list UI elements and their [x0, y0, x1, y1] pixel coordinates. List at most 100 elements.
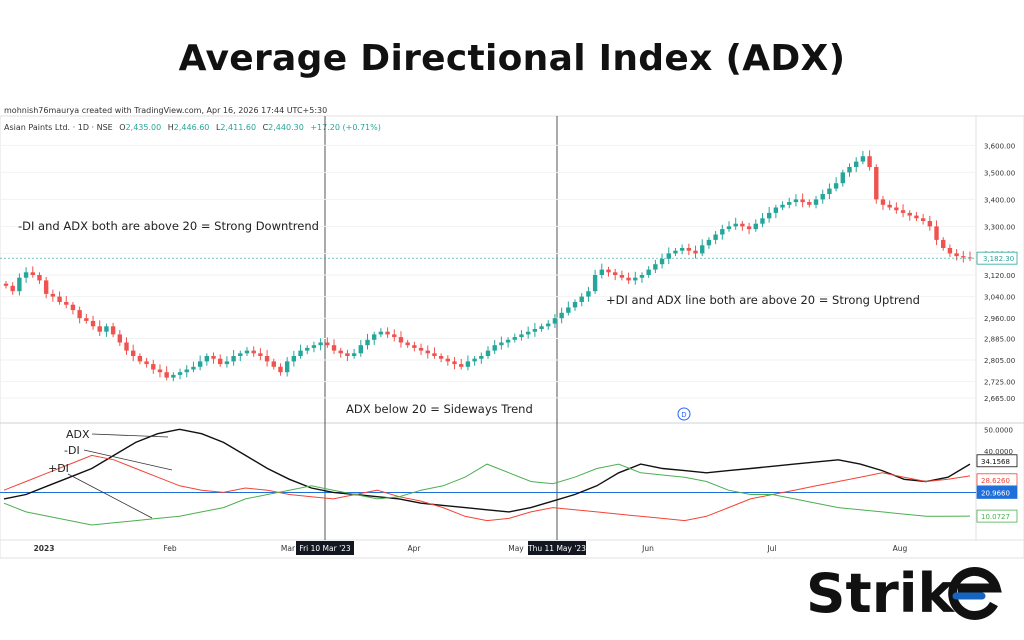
candle	[43, 276, 49, 299]
candle	[405, 339, 410, 348]
candle	[914, 212, 919, 221]
price-tick-label: 3,400.00	[984, 196, 1015, 204]
candle	[84, 313, 89, 324]
candle-body	[271, 361, 276, 367]
candle	[278, 363, 283, 376]
symbol-prefix: Asian Paints Ltd. · 1D · NSE	[4, 123, 113, 132]
last-price-box	[976, 251, 1018, 265]
candle-body	[278, 366, 283, 373]
candle	[713, 230, 718, 245]
candle-body	[894, 207, 899, 211]
candle	[566, 301, 571, 316]
candle	[30, 266, 35, 278]
candle-body	[720, 229, 725, 235]
candle-body	[941, 239, 946, 248]
candle-body	[679, 248, 685, 251]
candle	[847, 163, 852, 177]
candle-body	[592, 275, 598, 292]
candle	[90, 315, 96, 330]
candle	[23, 267, 29, 283]
candle	[311, 341, 317, 353]
candle	[666, 247, 671, 264]
candle-body	[619, 275, 625, 278]
candle	[512, 333, 517, 343]
candle-body	[371, 334, 377, 340]
candle	[144, 357, 149, 368]
candle	[941, 237, 946, 251]
candle	[773, 204, 779, 219]
candle	[499, 336, 504, 350]
candle	[459, 358, 464, 370]
plus-di-arrow	[67, 473, 153, 519]
price-pane-frame	[0, 115, 1024, 559]
candle-body	[934, 226, 939, 240]
candle-body	[124, 342, 129, 351]
indicator-tick-label: 50.0000	[984, 426, 1013, 434]
candle-body	[646, 269, 651, 275]
value-box-level	[976, 486, 1018, 499]
candle-body	[626, 277, 631, 281]
candle	[385, 327, 390, 338]
candle	[305, 345, 310, 355]
candle-body	[351, 353, 357, 356]
candle	[184, 365, 189, 378]
candle	[211, 352, 216, 364]
candle-body	[418, 347, 424, 351]
candle-body	[104, 326, 109, 332]
candle-body	[405, 342, 410, 346]
adx-chart: Asian Paints Ltd. · 1D · NSE O2,435.00 H…	[0, 115, 1024, 559]
candle	[947, 244, 953, 257]
price-tick-label: 3,600.00	[984, 142, 1015, 150]
candle-body	[920, 218, 926, 221]
candle-body	[43, 280, 49, 294]
candle-body	[164, 372, 169, 378]
candle	[325, 337, 330, 348]
candle	[130, 344, 136, 362]
candle	[753, 219, 758, 232]
candle	[874, 164, 879, 204]
candle	[271, 358, 276, 370]
candle-body	[378, 331, 384, 335]
candle-body	[539, 326, 544, 329]
candle-body	[847, 167, 852, 173]
candle-body	[733, 223, 738, 227]
candle-body	[425, 350, 430, 354]
candle-body	[800, 199, 805, 203]
candle	[151, 359, 156, 374]
candle-body	[264, 356, 270, 362]
candle	[519, 330, 524, 341]
price-tick-label: 3,040.00	[984, 294, 1015, 302]
value-box-plus-di	[976, 509, 1018, 523]
d-marker-icon[interactable]	[677, 407, 691, 421]
candle	[679, 244, 685, 255]
candle	[358, 340, 364, 357]
candle-body	[967, 257, 973, 259]
candle-body	[84, 318, 89, 321]
candle-body	[137, 356, 143, 362]
candle-body	[726, 226, 732, 230]
candle	[191, 361, 196, 373]
candle-body	[780, 204, 785, 208]
candle-body	[191, 366, 196, 370]
candle	[760, 213, 765, 228]
candle-body	[291, 356, 297, 362]
candle-body	[177, 372, 183, 375]
candle	[920, 213, 926, 225]
candle	[157, 364, 163, 378]
candle-body	[827, 188, 832, 194]
crosshair-date-box	[528, 541, 586, 555]
candle-body	[633, 277, 638, 281]
candle	[612, 268, 618, 281]
candle	[284, 357, 290, 377]
minus-di-line	[3, 454, 971, 522]
candle-body	[787, 202, 792, 205]
candle-body	[954, 253, 959, 257]
candle	[639, 272, 645, 283]
candle	[318, 338, 323, 351]
plus-di-label: +DI	[48, 462, 69, 475]
candle	[398, 331, 404, 348]
candle	[472, 356, 477, 366]
candle	[626, 272, 631, 284]
c-label: C	[263, 123, 269, 132]
x-tick-label: 2023	[34, 544, 55, 553]
